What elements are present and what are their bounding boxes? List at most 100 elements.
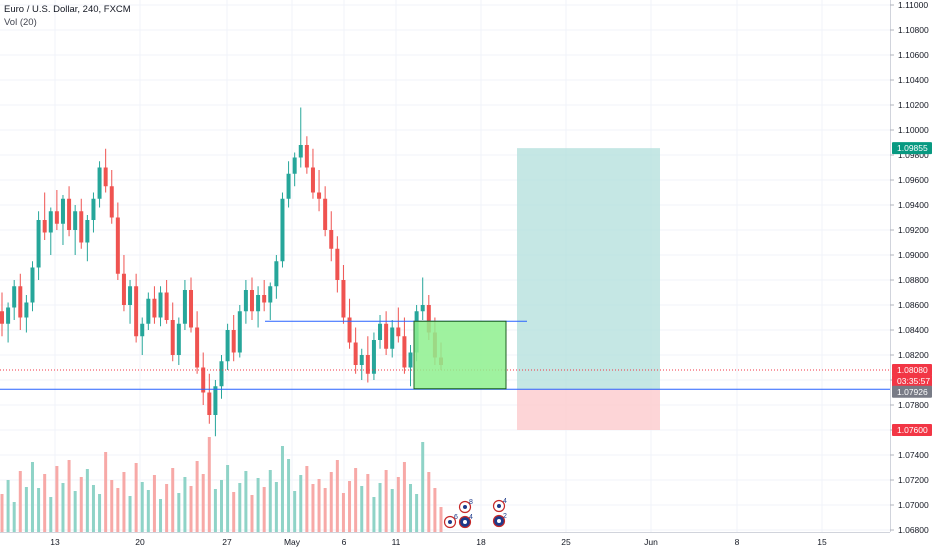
volume-bar — [250, 495, 254, 532]
volume-bar — [372, 497, 376, 532]
event-flag-1[interactable]: 6 — [443, 514, 459, 529]
volume-bar — [348, 481, 352, 532]
candle-body — [237, 311, 242, 353]
volume-bar — [226, 465, 230, 532]
time-tick-label: 6 — [342, 537, 347, 547]
volume-bar — [360, 486, 364, 532]
candle-body — [109, 186, 114, 218]
target-price-tag[interactable]: 1.09855 — [892, 142, 932, 155]
candle-body — [310, 167, 315, 193]
target-zone[interactable] — [517, 148, 660, 390]
volume-bar — [384, 470, 388, 532]
price-tick-label: 1.10400 — [898, 75, 929, 85]
price-tick-label: 1.09800 — [898, 150, 929, 160]
event-count: 4 — [469, 514, 473, 521]
volume-bar — [189, 486, 193, 532]
candle-body — [79, 211, 84, 243]
candle-body — [103, 167, 108, 187]
time-tick-label: May — [284, 537, 301, 547]
volume-bar — [232, 492, 236, 532]
price-tick-label: 1.08200 — [898, 350, 929, 360]
price-axis[interactable]: 1.11000 1.10800 1.10600 1.10400 1.10200 1.100… — [890, 0, 932, 550]
volume-bar — [256, 478, 260, 532]
volume-bar — [287, 459, 291, 532]
volume-bar — [439, 507, 443, 532]
volume-bar — [30, 462, 34, 532]
volume-bar — [213, 489, 217, 532]
volume-bar — [305, 466, 309, 532]
candle-body — [97, 167, 102, 199]
grid-lines — [0, 0, 890, 532]
candle-body — [249, 290, 254, 312]
candle-body — [170, 320, 175, 355]
volume-bar — [140, 482, 144, 532]
time-tick-label: Jun — [644, 537, 658, 547]
volume-bar — [409, 484, 413, 532]
event-flag-3[interactable]: 8 — [458, 499, 474, 514]
event-count: 4 — [503, 498, 507, 505]
volume-bar — [104, 452, 108, 532]
candle-body — [146, 298, 151, 324]
candle-body — [274, 261, 279, 287]
stop-price-tag[interactable]: 1.07600 — [892, 424, 932, 436]
candle-body — [304, 145, 309, 168]
candle-body — [36, 220, 41, 268]
volume-indicator-label[interactable]: Vol (20) — [4, 17, 37, 28]
candle-body — [67, 198, 72, 230]
time-axis[interactable]: 13 20 27 May 6 11 18 25 Jun 8 15 — [0, 532, 890, 550]
volume-bar — [335, 460, 339, 532]
candle-body — [207, 392, 212, 415]
volume-bar — [43, 474, 47, 532]
candle-body — [176, 323, 181, 355]
candle-body — [292, 157, 297, 174]
entry-price-tag[interactable]: 1.07926 — [892, 385, 932, 398]
time-tick-label: 27 — [222, 537, 232, 547]
event-flag-2[interactable]: 4 — [458, 514, 474, 529]
time-tick-label: 15 — [817, 537, 827, 547]
volume-bar — [274, 482, 278, 532]
price-tick-label: 1.10800 — [898, 25, 929, 35]
position-tool[interactable] — [517, 148, 660, 430]
candle-body — [201, 367, 206, 393]
price-tag-background — [892, 375, 932, 387]
candle-body — [195, 327, 200, 368]
volume-bar — [73, 491, 77, 532]
candle-body — [359, 355, 364, 365]
event-flag-4[interactable]: 2 — [492, 513, 508, 528]
stop-zone[interactable] — [517, 389, 660, 430]
candle-body — [298, 145, 303, 158]
candle-body — [158, 292, 163, 318]
price-tick-label: 1.10600 — [898, 50, 929, 60]
candle-body — [335, 248, 340, 280]
price-tick-label: 1.11000 — [898, 0, 928, 10]
candle-body — [280, 198, 285, 262]
volume-bar — [207, 437, 211, 532]
time-tick-label: 25 — [561, 537, 571, 547]
volume-bar — [55, 466, 59, 532]
candle-body — [115, 217, 120, 274]
volume-bar — [61, 483, 65, 532]
volume-bar — [0, 494, 4, 532]
highlight-rectangle[interactable] — [413, 320, 507, 390]
candle-body — [420, 305, 425, 312]
volume-bar — [85, 469, 89, 532]
price-tick-label: 1.09400 — [898, 200, 929, 210]
event-markers[interactable]: 6 4 8 2 4 — [443, 498, 508, 529]
event-flag-5[interactable]: 4 — [492, 498, 508, 513]
countdown-tag[interactable]: 03:35:57 — [892, 375, 932, 387]
candle-body — [85, 220, 90, 243]
candle-body — [140, 323, 145, 337]
volume-bar — [159, 499, 163, 532]
price-tick-label: 1.10000 — [898, 125, 929, 135]
price-tag-background — [892, 364, 932, 376]
volume-bar — [220, 480, 223, 532]
current-price-tag[interactable]: 1.08080 — [892, 364, 932, 376]
candle-body — [182, 290, 187, 324]
drawn-lines[interactable] — [0, 320, 890, 390]
candle-body — [18, 286, 23, 318]
price-tag-label: 1.07600 — [897, 425, 928, 435]
symbol-title[interactable]: Euro / U.S. Dollar, 240, FXCM — [4, 4, 131, 15]
volume-bar — [24, 487, 28, 532]
